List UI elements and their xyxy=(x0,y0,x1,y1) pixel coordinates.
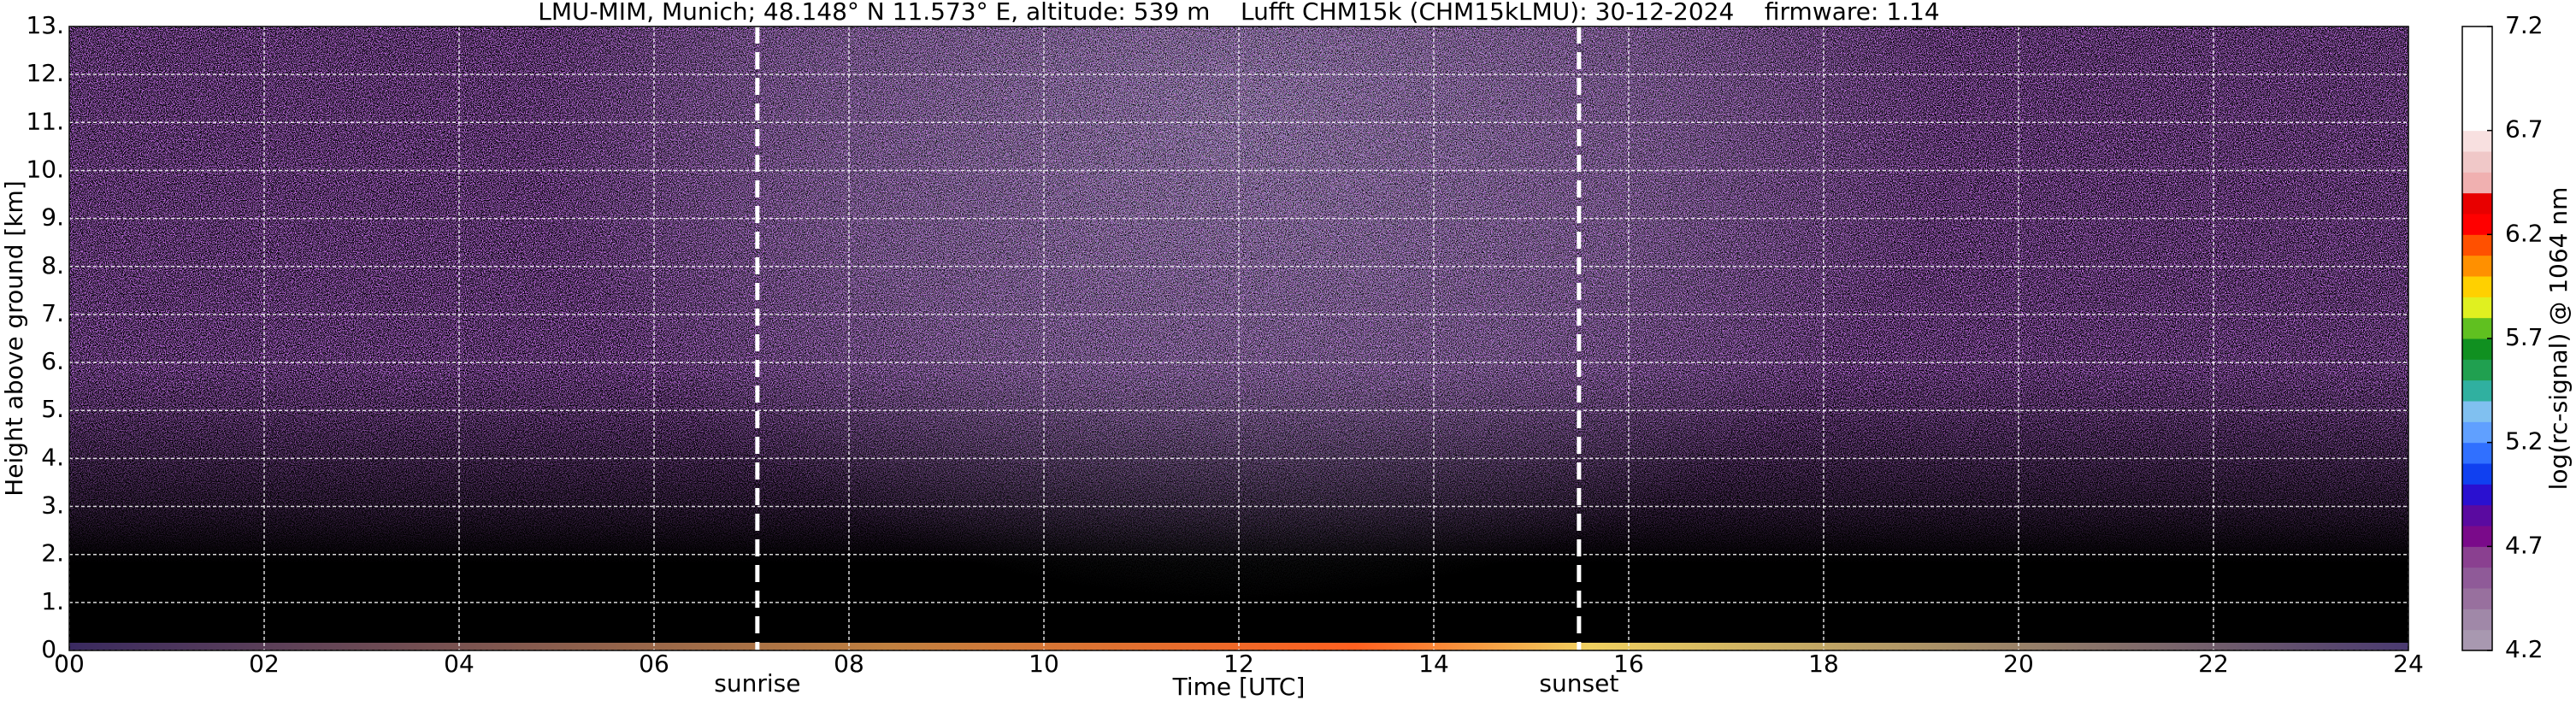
y-tick-label: 6. xyxy=(41,347,64,375)
y-tick-label: 2. xyxy=(41,539,64,568)
colorbar-cell xyxy=(2462,609,2492,631)
colorbar-tick-label: 7.2 xyxy=(2505,11,2544,39)
colorbar-cell xyxy=(2462,567,2492,589)
colorbar-cell xyxy=(2462,463,2492,485)
colorbar-cell xyxy=(2462,504,2492,527)
colorbar-tick-label: 4.2 xyxy=(2505,635,2544,663)
colorbar-cell xyxy=(2462,401,2492,422)
colorbar-cell xyxy=(2462,379,2492,402)
x-tick-label: 02 xyxy=(249,650,280,678)
colorbar-cell xyxy=(2462,47,2492,69)
x-tick-label: 14 xyxy=(1418,650,1449,678)
colorbar-cell xyxy=(2462,214,2492,235)
colorbar-tick-label: 6.2 xyxy=(2505,219,2544,247)
y-tick-label: 1. xyxy=(41,587,64,615)
x-axis-label: Time [UTC] xyxy=(1172,673,1306,701)
x-tick-label: 22 xyxy=(2198,650,2229,678)
x-tick-label: 00 xyxy=(54,650,85,678)
y-tick-label: 0. xyxy=(41,635,64,663)
colorbar-cell xyxy=(2462,89,2492,110)
colorbar-cell xyxy=(2462,421,2492,444)
y-tick-label: 13. xyxy=(26,11,64,39)
colorbar-cell xyxy=(2462,359,2492,381)
y-tick-label: 3. xyxy=(41,491,64,520)
colorbar-cell xyxy=(2462,484,2492,506)
colorbar-cell xyxy=(2462,234,2492,256)
x-tick-label: 04 xyxy=(444,650,475,678)
x-tick-label: 12 xyxy=(1223,650,1254,678)
colorbar-tick-label: 6.7 xyxy=(2505,115,2544,144)
y-tick-label: 10. xyxy=(26,155,64,183)
colorbar-cell xyxy=(2462,629,2492,651)
colorbar-tick-label: 5.2 xyxy=(2505,427,2544,456)
annotation: sunrise xyxy=(714,669,800,697)
y-tick-label: 5. xyxy=(41,395,64,423)
colorbar-cell xyxy=(2462,526,2492,547)
x-tick-label: 06 xyxy=(639,650,669,678)
y-tick-label: 8. xyxy=(41,251,64,279)
colorbar-cell xyxy=(2462,338,2492,360)
colorbar-cell xyxy=(2462,109,2492,132)
colorbar-cell xyxy=(2462,192,2492,215)
y-tick-label: 12. xyxy=(26,59,64,87)
colorbar-cell xyxy=(2462,442,2492,464)
x-tick-label: 18 xyxy=(1808,650,1839,678)
colorbar-cell xyxy=(2462,172,2492,194)
colorbar-cell xyxy=(2462,255,2492,277)
colorbar-cell xyxy=(2462,130,2492,152)
x-tick-label: 20 xyxy=(2003,650,2034,678)
y-tick-label: 11. xyxy=(26,107,64,135)
colorbar-cell xyxy=(2462,68,2492,90)
ground-signal xyxy=(69,643,2408,650)
colorbar-tick-label: 5.7 xyxy=(2505,323,2544,351)
colorbar-cell xyxy=(2462,588,2492,609)
chart-title: LMU-MIM, Munich; 48.148° N 11.573° E, al… xyxy=(538,0,1939,26)
x-tick-label: 16 xyxy=(1613,650,1644,678)
colorbar-cell xyxy=(2462,546,2492,568)
colorbar-cell xyxy=(2462,26,2492,48)
colorbar-tick-label: 4.7 xyxy=(2505,531,2544,559)
y-axis-label: Height above ground [km] xyxy=(0,180,28,497)
colorbar-cell xyxy=(2462,151,2492,173)
plot-frame xyxy=(68,26,2409,651)
colorbar-cell xyxy=(2462,317,2492,339)
x-tick-label: 10 xyxy=(1029,650,1059,678)
x-tick-label: 08 xyxy=(834,650,864,678)
y-tick-label: 4. xyxy=(41,443,64,471)
x-tick-label: 24 xyxy=(2393,650,2424,678)
colorbar-label: log(rc-signal) @ 1064 nm xyxy=(2544,187,2573,491)
y-tick-label: 9. xyxy=(41,203,64,232)
annotation: sunset xyxy=(1539,669,1618,697)
y-tick-label: 7. xyxy=(41,299,64,327)
colorbar-cell xyxy=(2462,297,2492,319)
colorbar-cell xyxy=(2462,276,2492,297)
